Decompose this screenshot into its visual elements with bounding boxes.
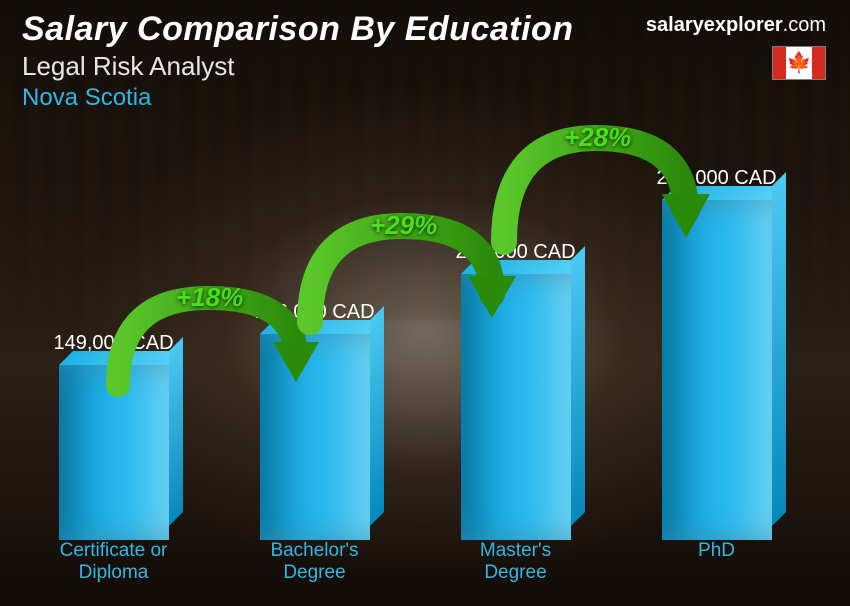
brand-light: .com [783, 14, 826, 36]
bars-container: 149,000 CAD176,000 CAD227,000 CAD290,000… [28, 140, 802, 540]
bar-chart: 149,000 CAD176,000 CAD227,000 CAD290,000… [28, 140, 802, 586]
x-axis-labels: Certificate orDiploma Bachelor'sDegree Mas… [28, 540, 802, 586]
chart-subtitle: Legal Risk Analyst [22, 51, 828, 82]
bar-shape [451, 274, 581, 540]
x-axis-label: PhD [631, 540, 802, 586]
bar-shape [250, 334, 380, 540]
x-axis-label: Bachelor'sDegree [229, 540, 400, 586]
brand-logo: salaryexplorer.com [646, 14, 826, 37]
bar: 149,000 CAD [28, 332, 199, 540]
bar-shape [652, 200, 782, 540]
x-axis-label: Master'sDegree [430, 540, 601, 586]
brand-bold: salaryexplorer [646, 14, 783, 36]
chart-region: Nova Scotia [22, 84, 828, 112]
canada-flag-icon: 🍁 [772, 46, 826, 80]
bar: 290,000 CAD [631, 167, 802, 540]
bar: 227,000 CAD [430, 241, 601, 540]
bar-shape [49, 365, 179, 540]
x-axis-label: Certificate orDiploma [28, 540, 199, 586]
bar: 176,000 CAD [229, 301, 400, 540]
